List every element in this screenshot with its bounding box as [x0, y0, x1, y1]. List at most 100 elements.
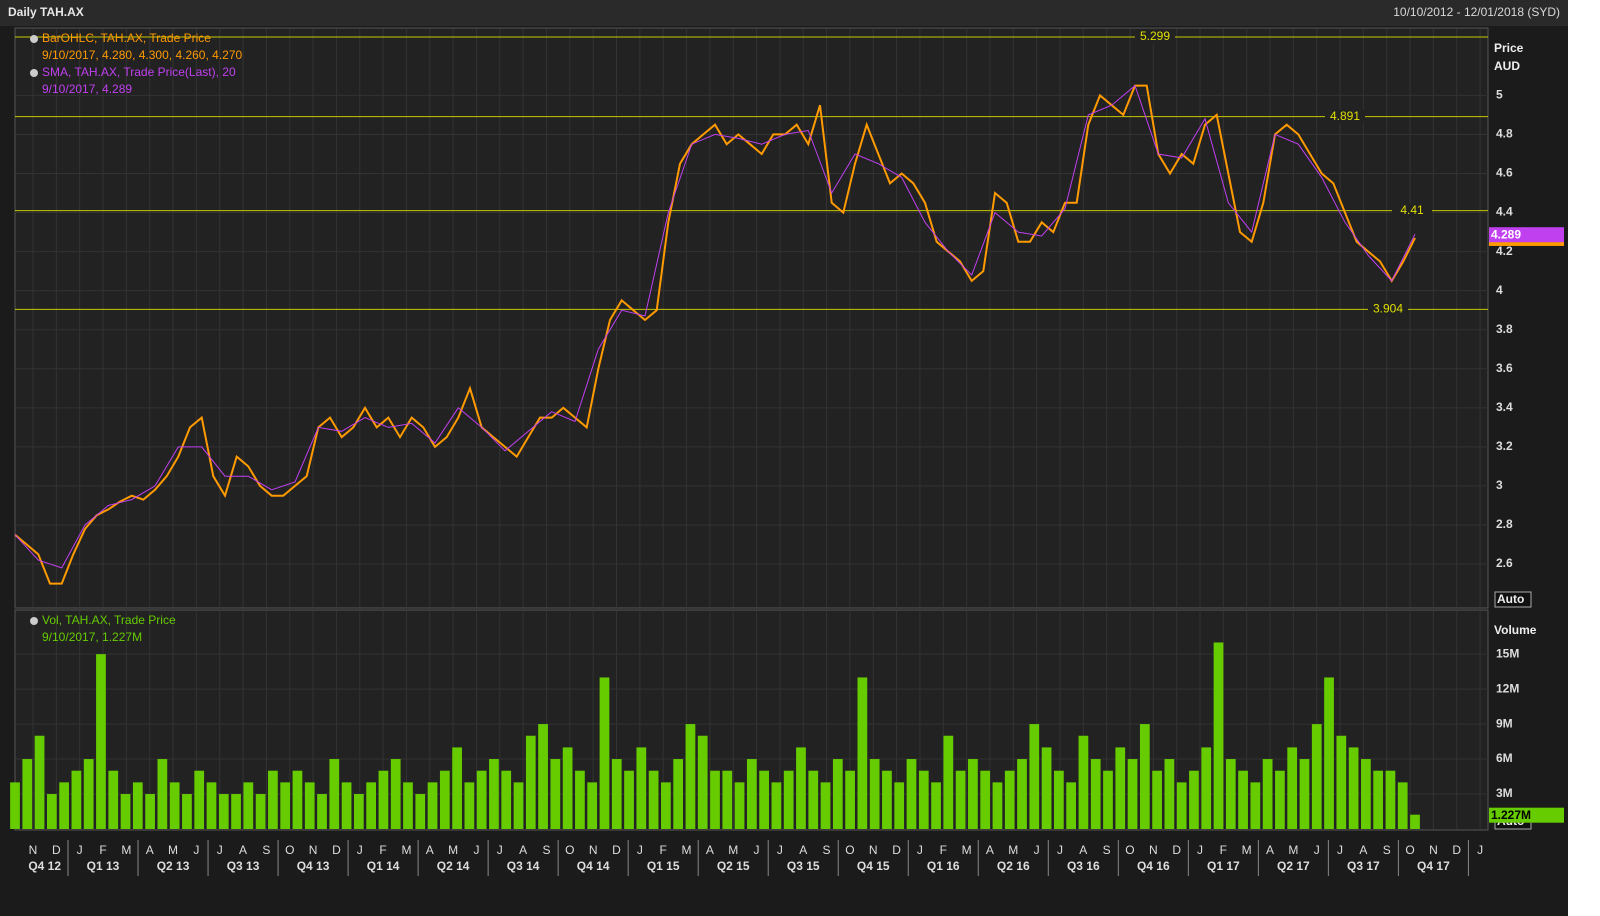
volume-bar: [820, 782, 831, 829]
volume-bar: [894, 782, 905, 829]
volume-bar: [1287, 747, 1298, 829]
volume-bar: [194, 770, 205, 829]
quarter-label: Q1 13: [87, 859, 120, 873]
volume-bar: [415, 794, 426, 829]
volume-bar: [525, 735, 536, 829]
month-label: O: [285, 843, 294, 857]
legend-icon: [30, 617, 38, 625]
volume-bar: [992, 782, 1003, 829]
volume-bar: [1017, 759, 1027, 829]
auto-button: [1494, 591, 1532, 608]
volume-bar: [599, 677, 610, 829]
level-label: 5.299: [1140, 29, 1170, 43]
volume-bar: [759, 770, 769, 829]
volume-bar: [513, 782, 524, 829]
volume-bar: [771, 782, 782, 829]
month-label: J: [473, 843, 479, 857]
volume-bar: [1311, 724, 1322, 829]
volume-bar: [59, 782, 69, 829]
quarter-label: Q3 16: [1067, 859, 1100, 873]
month-label: N: [1429, 843, 1438, 857]
quarter-label: Q4 16: [1137, 859, 1170, 873]
volume-bar: [832, 759, 843, 829]
volume-bar: [722, 770, 733, 829]
volume-bar: [746, 759, 757, 829]
quarter-label: Q4 14: [577, 859, 610, 873]
volume-bar: [869, 759, 880, 829]
month-label: J: [217, 843, 223, 857]
volume-bar: [1152, 770, 1162, 829]
volume-bar: [1139, 724, 1150, 829]
legend-name: BarOHLC, TAH.AX, Trade Price: [42, 31, 211, 45]
quarter-label: Q3 13: [227, 859, 260, 873]
volume-bar: [132, 782, 143, 829]
month-label: M: [401, 843, 411, 857]
volume-bar: [1262, 759, 1273, 829]
volume-bar: [476, 770, 487, 829]
month-label: M: [448, 843, 458, 857]
month-label: M: [962, 843, 972, 857]
axis-title: AUD: [1494, 59, 1520, 73]
volume-bar: [108, 770, 119, 829]
quarter-label: Q2 13: [157, 859, 190, 873]
y-tick-label: 4: [1496, 283, 1503, 297]
y-tick-label: 4.8: [1496, 127, 1513, 141]
month-label: N: [1149, 843, 1158, 857]
volume-bar: [636, 747, 647, 829]
volume-bar: [46, 794, 57, 829]
volume-bar: [96, 654, 106, 829]
volume-bar: [1201, 747, 1212, 829]
volume-bar: [955, 770, 966, 829]
volume-bar: [1299, 759, 1310, 829]
price-line: [14, 84, 1416, 569]
volume-bar: [1164, 759, 1175, 829]
volume-bar: [120, 794, 131, 829]
quarter-label: Q3 15: [787, 859, 820, 873]
month-label: J: [777, 843, 783, 857]
volume-bar: [1078, 735, 1089, 829]
price-panel: [14, 27, 1489, 609]
y-tick-label: 4.4: [1496, 205, 1513, 219]
level-label: 4.891: [1330, 109, 1360, 123]
volume-bar: [538, 724, 548, 829]
volume-bar: [390, 759, 401, 829]
month-label: F: [379, 843, 386, 857]
quarter-label: Q1 15: [647, 859, 680, 873]
quarter-label: Q2 15: [717, 859, 750, 873]
volume-bar: [157, 759, 168, 829]
volume-bar: [341, 782, 352, 829]
volume-bar: [403, 782, 413, 829]
month-label: M: [682, 843, 692, 857]
volume-bar: [624, 770, 634, 829]
month-label: A: [1359, 843, 1367, 857]
volume-bar: [857, 677, 868, 829]
month-label: A: [1266, 843, 1274, 857]
quarter-label: Q2 17: [1277, 859, 1310, 873]
month-label: N: [29, 843, 38, 857]
quarter-label: Q4 12: [28, 859, 61, 873]
y-tick-label: 3M: [1496, 786, 1513, 800]
volume-bar: [145, 794, 155, 829]
volume-bar: [1127, 759, 1138, 829]
month-label: D: [52, 843, 61, 857]
volume-bar: [1115, 747, 1126, 829]
quarter-label: Q3 17: [1347, 859, 1380, 873]
y-tick-label: 15M: [1496, 646, 1519, 660]
volume-bar: [796, 747, 806, 829]
volume-bar: [1373, 770, 1384, 829]
legend-icon: [30, 69, 38, 77]
quarter-label: Q1 16: [927, 859, 960, 873]
legend-values: 9/10/2017, 1.227M: [42, 630, 142, 644]
volume-bar: [587, 782, 598, 829]
volume-bar: [22, 759, 33, 829]
volume-bar: [1103, 770, 1113, 829]
month-label: M: [728, 843, 738, 857]
volume-bar: [1053, 770, 1064, 829]
month-label: J: [1477, 843, 1483, 857]
title-bar: [0, 0, 1568, 26]
volume-bar: [1041, 747, 1052, 829]
month-label: F: [1220, 843, 1227, 857]
month-label: O: [845, 843, 854, 857]
y-tick-label: 3: [1496, 478, 1503, 492]
